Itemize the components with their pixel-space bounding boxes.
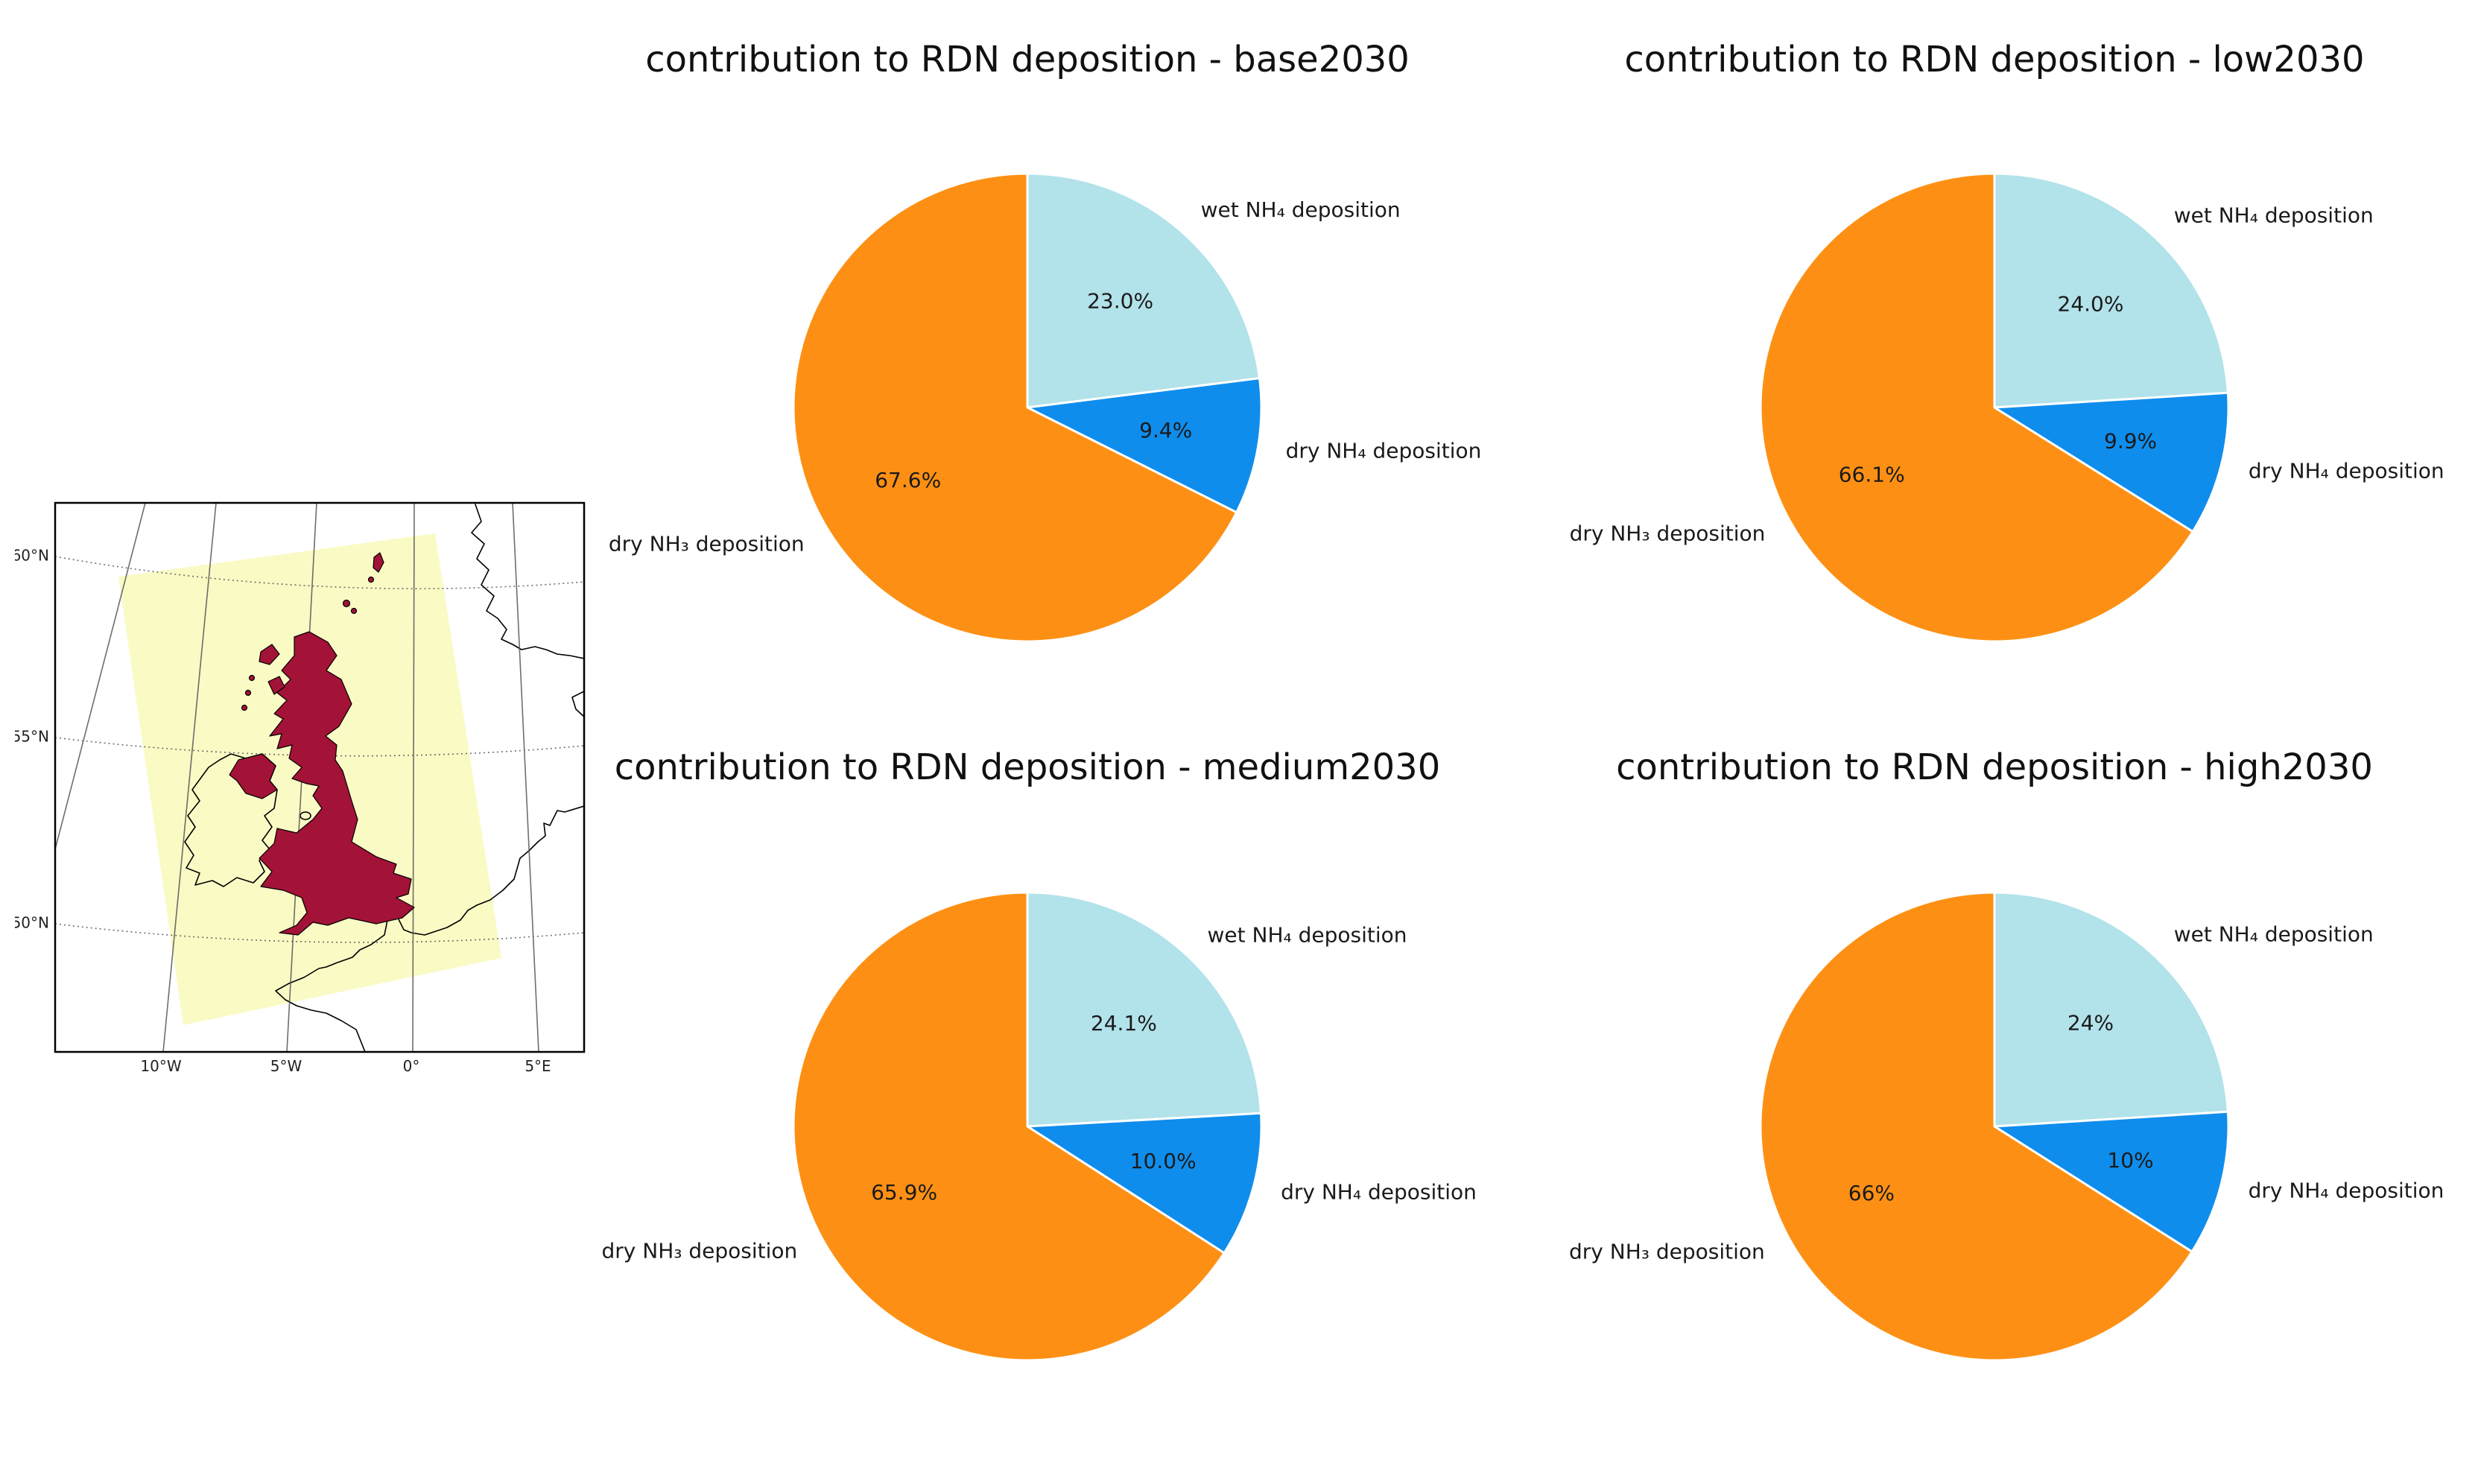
meridian-15w [55, 503, 146, 850]
xtick-5w: 5°W [270, 1057, 302, 1075]
pie-category-label-1: wet NH₄ deposition [1208, 922, 1407, 947]
shetland-islet [367, 576, 375, 583]
pie-pct-label-2: 10.0% [1130, 1149, 1197, 1173]
pie-slice-2 [1993, 1110, 2230, 1253]
great-britain-landmass [259, 631, 415, 936]
pie-pct-label-1: 24.0% [2058, 292, 2124, 317]
hebrides-islet-3 [241, 704, 248, 711]
hebrides-lewis [259, 644, 280, 665]
hebrides-islet-1 [248, 674, 256, 682]
xtick-0: 0° [403, 1057, 420, 1075]
pie-slice-2 [1993, 391, 2230, 533]
pie-category-label-2: dry NH₄ deposition [2249, 1179, 2444, 1203]
orkney-island-2 [350, 607, 358, 615]
pie-pct-label-1: 24% [2067, 1011, 2114, 1036]
pie-slice-3 [792, 891, 1226, 1362]
chart-title-high2030: contribution to RDN deposition - high203… [1616, 746, 2373, 788]
pie-pct-label-3: 66% [1848, 1181, 1895, 1205]
chart-title-base2030: contribution to RDN deposition - base203… [645, 39, 1410, 80]
norway-coastline [471, 504, 584, 659]
pie-category-label-2: dry NH₄ deposition [1281, 1180, 1477, 1205]
pie-slice-3 [792, 172, 1238, 643]
pie-category-label-2: dry NH₄ deposition [2249, 458, 2444, 483]
pie-chart-low2030: 24.0% wet NH₄ deposition 9.9% dry NH₄ depos… [1570, 172, 2444, 643]
pie-category-label-1: wet NH₄ deposition [2174, 203, 2374, 228]
pie-pct-label-3: 65.9% [871, 1180, 937, 1205]
ytick-50n: 50°N [15, 914, 49, 932]
chart-title-medium2030: contribution to RDN deposition - medium2… [614, 746, 1441, 788]
pie-category-label-1: wet NH₄ deposition [2174, 922, 2374, 947]
pie-category-label-3: dry NH₃ deposition [1569, 1239, 1765, 1263]
hebrides-skye [267, 676, 285, 695]
xtick-5e: 5°E [525, 1057, 551, 1075]
pie-slice-3 [1759, 172, 2194, 643]
meridian-5e [512, 503, 539, 1052]
ytick-60n: 60°N [15, 547, 49, 565]
pie-category-label-2: dry NH₄ deposition [1286, 438, 1482, 463]
pie-category-label-3: dry NH₃ deposition [1570, 521, 1766, 545]
northern-ireland-landmass [229, 753, 278, 799]
pie-chart-medium2030: 24.1% wet NH₄ deposition 10.0% dry NH₄ depo… [602, 891, 1477, 1362]
map-frame [54, 501, 586, 1053]
pie-slice-1 [1993, 172, 2229, 409]
meridian-10w [162, 503, 217, 1052]
pie-pct-label-2: 10% [2107, 1148, 2153, 1173]
pie-pct-label-3: 66.1% [1839, 462, 1905, 486]
pie-pct-label-1: 23.0% [1087, 289, 1153, 314]
meridian-0 [412, 503, 415, 1052]
orkney-island-1 [342, 599, 351, 608]
pie-pct-label-1: 24.1% [1091, 1011, 1157, 1036]
chart-title-low2030: contribution to RDN deposition - low2030 [1624, 39, 2365, 80]
hebrides-islet-2 [244, 689, 252, 697]
pie-slice-1 [1026, 172, 1261, 409]
pie-slice-1 [1026, 891, 1262, 1128]
pie-category-label-3: dry NH₃ deposition [609, 532, 805, 556]
xtick-10w: 10°W [140, 1057, 181, 1075]
pie-pct-label-3: 67.6% [875, 468, 941, 492]
pie-slice-2 [1026, 1112, 1263, 1255]
uk-domain-map: 60°N 55°N 50°N 10°W 5°W 0° 5°E [15, 501, 586, 1075]
pie-chart-base2030: 23.0% wet NH₄ deposition 9.4% dry NH₄ depos… [609, 172, 1482, 643]
pie-slice-3 [1759, 891, 2193, 1362]
pie-slice-2 [1026, 377, 1263, 514]
pie-category-label-1: wet NH₄ deposition [1201, 197, 1401, 222]
shetland-islands [373, 552, 384, 573]
pie-pct-label-2: 9.9% [2104, 428, 2157, 453]
ytick-55n: 55°N [15, 728, 49, 746]
pie-pct-label-2: 9.4% [1139, 418, 1192, 443]
parallel-50n [55, 923, 584, 943]
parallel-60n [55, 556, 584, 589]
pie-category-label-3: dry NH₃ deposition [602, 1239, 798, 1263]
pie-chart-high2030: 24% wet NH₄ deposition 10% dry NH₄ depositi… [1569, 891, 2444, 1362]
denmark-coastline [571, 691, 584, 717]
pie-slice-1 [1993, 891, 2229, 1128]
